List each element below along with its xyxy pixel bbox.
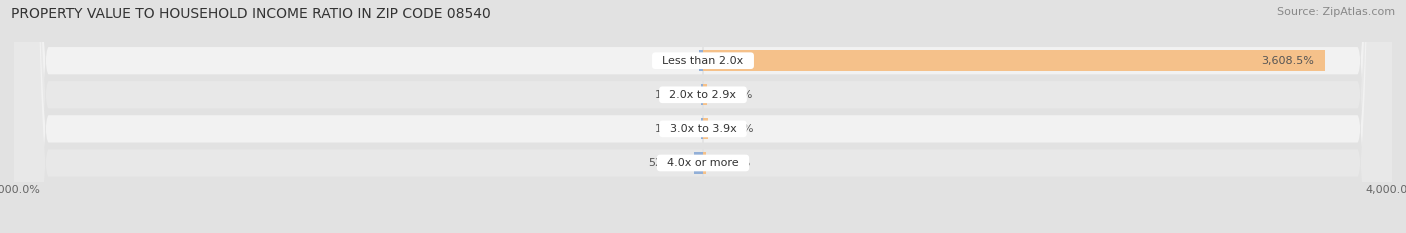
Bar (695, 152, 703, 174)
Text: 16.3%: 16.3% (716, 158, 751, 168)
Text: Source: ZipAtlas.com: Source: ZipAtlas.com (1277, 7, 1395, 17)
FancyBboxPatch shape (14, 0, 1392, 233)
Text: 26.9%: 26.9% (718, 124, 754, 134)
Bar (703, 118, 707, 140)
Text: 11.4%: 11.4% (655, 90, 690, 100)
Text: 23.5%: 23.5% (717, 90, 752, 100)
Bar (699, 50, 703, 71)
Bar (703, 84, 707, 105)
FancyBboxPatch shape (14, 0, 1392, 233)
Text: 3.0x to 3.9x: 3.0x to 3.9x (662, 124, 744, 134)
Bar (700, 118, 703, 140)
Bar (703, 152, 706, 174)
Text: 3,608.5%: 3,608.5% (1261, 56, 1315, 66)
Bar (702, 84, 703, 105)
Bar (703, 50, 1324, 71)
Text: 12.3%: 12.3% (655, 124, 690, 134)
Text: 2.0x to 2.9x: 2.0x to 2.9x (662, 90, 744, 100)
FancyBboxPatch shape (14, 0, 1392, 233)
Text: 52.0%: 52.0% (648, 158, 683, 168)
Text: 4.0x or more: 4.0x or more (661, 158, 745, 168)
Text: Less than 2.0x: Less than 2.0x (655, 56, 751, 66)
Text: 23.7%: 23.7% (652, 56, 689, 66)
Text: PROPERTY VALUE TO HOUSEHOLD INCOME RATIO IN ZIP CODE 08540: PROPERTY VALUE TO HOUSEHOLD INCOME RATIO… (11, 7, 491, 21)
FancyBboxPatch shape (14, 0, 1392, 233)
